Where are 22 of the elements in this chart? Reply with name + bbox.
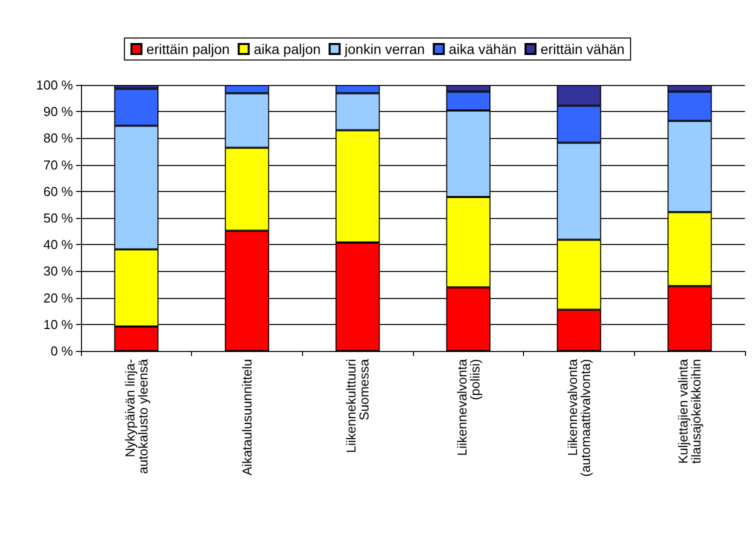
legend-label: erittäin vähän (540, 41, 625, 57)
x-tick-label: Liikennevalvonta (poliisi) (454, 358, 482, 456)
y-tick-label: 20 % (43, 290, 74, 306)
legend-label: erittäin paljon (146, 41, 230, 57)
y-tick-label: 90 % (43, 104, 74, 120)
y-tick-label: 10 % (43, 316, 74, 332)
x-tick-label: Liikennevalvonta (automaattivalvonta) (565, 358, 593, 477)
x-tick-label: Liikennekulttuuri Suomessa (344, 358, 372, 453)
legend-label: aika paljon (254, 41, 321, 57)
y-tick-label: 50 % (43, 210, 74, 226)
y-tick-label: 100 % (36, 78, 74, 92)
y-tick-label: 70 % (43, 157, 74, 172)
legend-label: aika vähän (448, 41, 517, 57)
y-tick-label: 80 % (43, 130, 74, 146)
y-tick-label: 30 % (43, 264, 74, 279)
y-tick-label: 60 % (43, 184, 74, 199)
y-tick-label: 0 % (50, 344, 74, 358)
x-tick-label: Kuljettajien valinta tilausajokeikkoihin (676, 358, 704, 464)
x-tick-label: Aikataulusuunnittelu (240, 359, 254, 476)
x-tick-label: Nykypäivän linja- autokalusto yleensä (122, 358, 150, 474)
y-tick-label: 40 % (43, 237, 74, 252)
legend-label: jonkin verran (344, 41, 425, 57)
